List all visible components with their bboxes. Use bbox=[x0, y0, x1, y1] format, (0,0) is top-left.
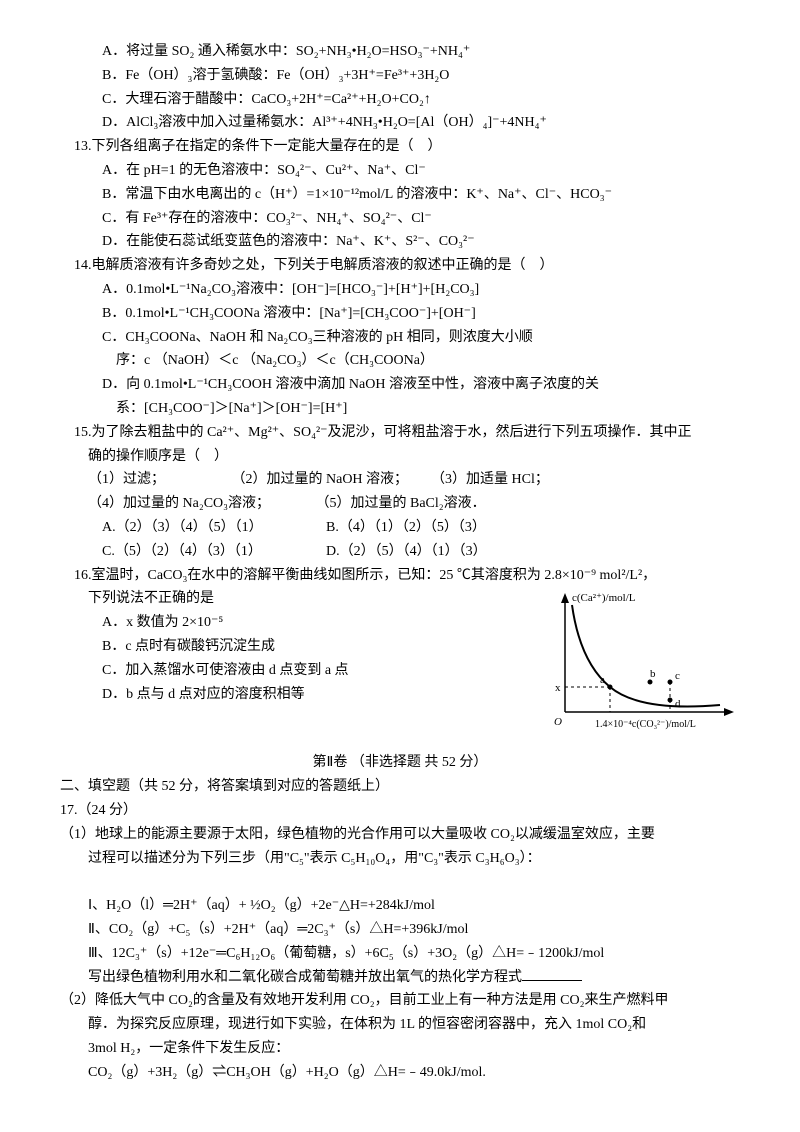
q17-p1a: （1）地球上的能源主要源于太阳，绿色植物的光合作用可以大量吸收 CO₂以减缓温室… bbox=[60, 823, 740, 847]
q14-optD2: 系：[CH₃COO⁻]＞[Na⁺]＞[OH⁻]=[H⁺] bbox=[60, 397, 740, 421]
q16-stem1: 16.室温时，CaCO₃在水中的溶解平衡曲线如图所示，已知：25 ℃其溶度积为 … bbox=[60, 564, 740, 588]
q15-stem2: 确的操作顺序是（ ） bbox=[60, 445, 740, 469]
q12-optB: B．Fe（OH）₃溶于氢碘酸：Fe（OH）₃+3H⁺=Fe³⁺+3H₂O bbox=[60, 64, 740, 88]
q15-ops2: （4）加过量的 Na₂CO₃溶液； （5）加过量的 BaCl₂溶液． bbox=[60, 492, 740, 516]
q15-op2: （2）加过量的 NaOH 溶液； bbox=[232, 468, 428, 492]
q15-op4: （4）加过量的 Na₂CO₃溶液； bbox=[88, 492, 312, 516]
q15-optA: A.（2）（3）（4）（5）（1） bbox=[102, 516, 326, 540]
q17-p2c: 3mol H₂，一定条件下发生反应： bbox=[60, 1037, 740, 1061]
section2-title: 第Ⅱ卷 （非选择题 共 52 分） bbox=[60, 751, 740, 775]
q15-op3: （3）加适量 HCl； bbox=[431, 472, 549, 487]
q15-op5: （5）加过量的 BaCl₂溶液． bbox=[316, 496, 486, 511]
q15-op1: （1）过滤； bbox=[88, 468, 228, 492]
blank-1 bbox=[522, 966, 582, 981]
q15-optD: D.（2）（5）（4）（1）（3） bbox=[326, 540, 487, 564]
q14-optC1: C．CH₃COONa、NaOH 和 Na₂CO₃三种溶液的 pH 相同，则浓度大… bbox=[60, 326, 740, 350]
svg-text:b: b bbox=[650, 668, 656, 680]
q12-optC: C．大理石溶于醋酸中：CaCO₃+2H⁺=Ca²⁺+H₂O+CO₂↑ bbox=[60, 88, 740, 112]
q13-optB: B．常温下由水电离出的 c（H⁺）=1×10⁻¹²mol/L 的溶液中：K⁺、N… bbox=[60, 183, 740, 207]
q13-optC: C．有 Fe³⁺存在的溶液中：CO₃²⁻、NH₄⁺、SO₄²⁻、Cl⁻ bbox=[60, 207, 740, 231]
q17-ask1-wrap: 写出绿色植物利用水和二氧化碳合成葡萄糖并放出氧气的热化学方程式 bbox=[60, 966, 740, 990]
q15-optrow1: A.（2）（3）（4）（5）（1） B.（4）（1）（2）（5）（3） bbox=[60, 516, 740, 540]
svg-text:c(Ca²⁺)/mol/L: c(Ca²⁺)/mol/L bbox=[572, 592, 636, 604]
q17-reac2: Ⅱ、CO₂（g）+C₅（s）+2H⁺（aq）═2C₃⁺（s）△H=+396kJ/… bbox=[60, 918, 740, 942]
q14-optB: B．0.1mol•L⁻¹CH₃COONa 溶液中：[Na⁺]=[CH₃COO⁻]… bbox=[60, 302, 740, 326]
q13-optA: A．在 pH=1 的无色溶液中：SO₄²⁻、Cu²⁺、Na⁺、Cl⁻ bbox=[60, 159, 740, 183]
svg-text:1.4×10⁻⁴c(CO₃²⁻)/mol/L: 1.4×10⁻⁴c(CO₃²⁻)/mol/L bbox=[595, 719, 696, 730]
svg-text:a: a bbox=[600, 674, 605, 686]
q16-chart: a b c d x O c(Ca²⁺)/mol/L 1.4×10⁻⁴c(CO₃²… bbox=[540, 587, 740, 737]
q13-stem: 13.下列各组离子在指定的条件下一定能大量存在的是（ ） bbox=[60, 135, 740, 159]
svg-text:O: O bbox=[554, 716, 562, 728]
q14-optA: A．0.1mol•L⁻¹Na₂CO₃溶液中：[OH⁻]=[HCO₃⁻]+[H⁺]… bbox=[60, 278, 740, 302]
section2-sub: 二、填空题（共 52 分，将答案填到对应的答题纸上） bbox=[60, 775, 740, 799]
q17-ask1: 写出绿色植物利用水和二氧化碳合成葡萄糖并放出氧气的热化学方程式 bbox=[88, 970, 522, 985]
q17-reac1: Ⅰ、H₂O（l）═2H⁺（aq）+ ½O₂（g）+2e⁻△H=+284kJ/mo… bbox=[60, 894, 740, 918]
svg-text:d: d bbox=[675, 698, 681, 710]
svg-text:c: c bbox=[675, 670, 680, 682]
q17-reac3: Ⅲ、12C₃⁺（s）+12e⁻═C₆H₁₂O₆（葡萄糖，s）+6C₅（s）+3O… bbox=[60, 942, 740, 966]
q14-optC2: 序：c （NaOH）＜c （Na₂CO₃）＜c（CH₃COONa） bbox=[60, 349, 740, 373]
q15-optC: C.（5）（2）（4）（3）（1） bbox=[102, 540, 326, 564]
q17-p2a: （2）降低大气中 CO₂的含量及有效地开发利用 CO₂，目前工业上有一种方法是用… bbox=[60, 989, 740, 1013]
q17-p2b: 醇．为探究反应原理，现进行如下实验，在体积为 1L 的恒容密闭容器中，充入 1m… bbox=[60, 1013, 740, 1037]
q17-reac4: CO₂（g）+3H₂（g）⇌CH₃OH（g）+H₂O（g）△H=﹣49.0kJ/… bbox=[60, 1061, 740, 1085]
svg-text:x: x bbox=[555, 682, 561, 694]
q13-optD: D．在能使石蕊试纸变蓝色的溶液中：Na⁺、K⁺、S²⁻、CO₃²⁻ bbox=[60, 230, 740, 254]
q12-optD: D．AlCl₃溶液中加入过量稀氨水：Al³⁺+4NH₃•H₂O=[Al（OH）₄… bbox=[60, 111, 740, 135]
q15-ops1: （1）过滤； （2）加过量的 NaOH 溶液； （3）加适量 HCl； bbox=[60, 468, 740, 492]
q15-optB: B.（4）（1）（2）（5）（3） bbox=[326, 516, 486, 540]
q17-label: 17.（24 分） bbox=[60, 799, 740, 823]
q15-stem1: 15.为了除去粗盐中的 Ca²⁺、Mg²⁺、SO₄²⁻及泥沙，可将粗盐溶于水，然… bbox=[60, 421, 740, 445]
q17-p1b: 过程可以描述分为下列三步（用"C₅"表示 C₅H₁₀O₄，用"C₃"表示 C₃H… bbox=[60, 847, 740, 871]
q15-optrow2: C.（5）（2）（4）（3）（1） D.（2）（5）（4）（1）（3） bbox=[60, 540, 740, 564]
q14-stem: 14.电解质溶液有许多奇妙之处，下列关于电解质溶液的叙述中正确的是（ ） bbox=[60, 254, 740, 278]
q14-optD1: D．向 0.1mol•L⁻¹CH₃COOH 溶液中滴加 NaOH 溶液至中性，溶… bbox=[60, 373, 740, 397]
q12-optA: A．将过量 SO₂ 通入稀氨水中：SO₂+NH₃•H₂O=HSO₃⁻+NH₄⁺ bbox=[60, 40, 740, 64]
